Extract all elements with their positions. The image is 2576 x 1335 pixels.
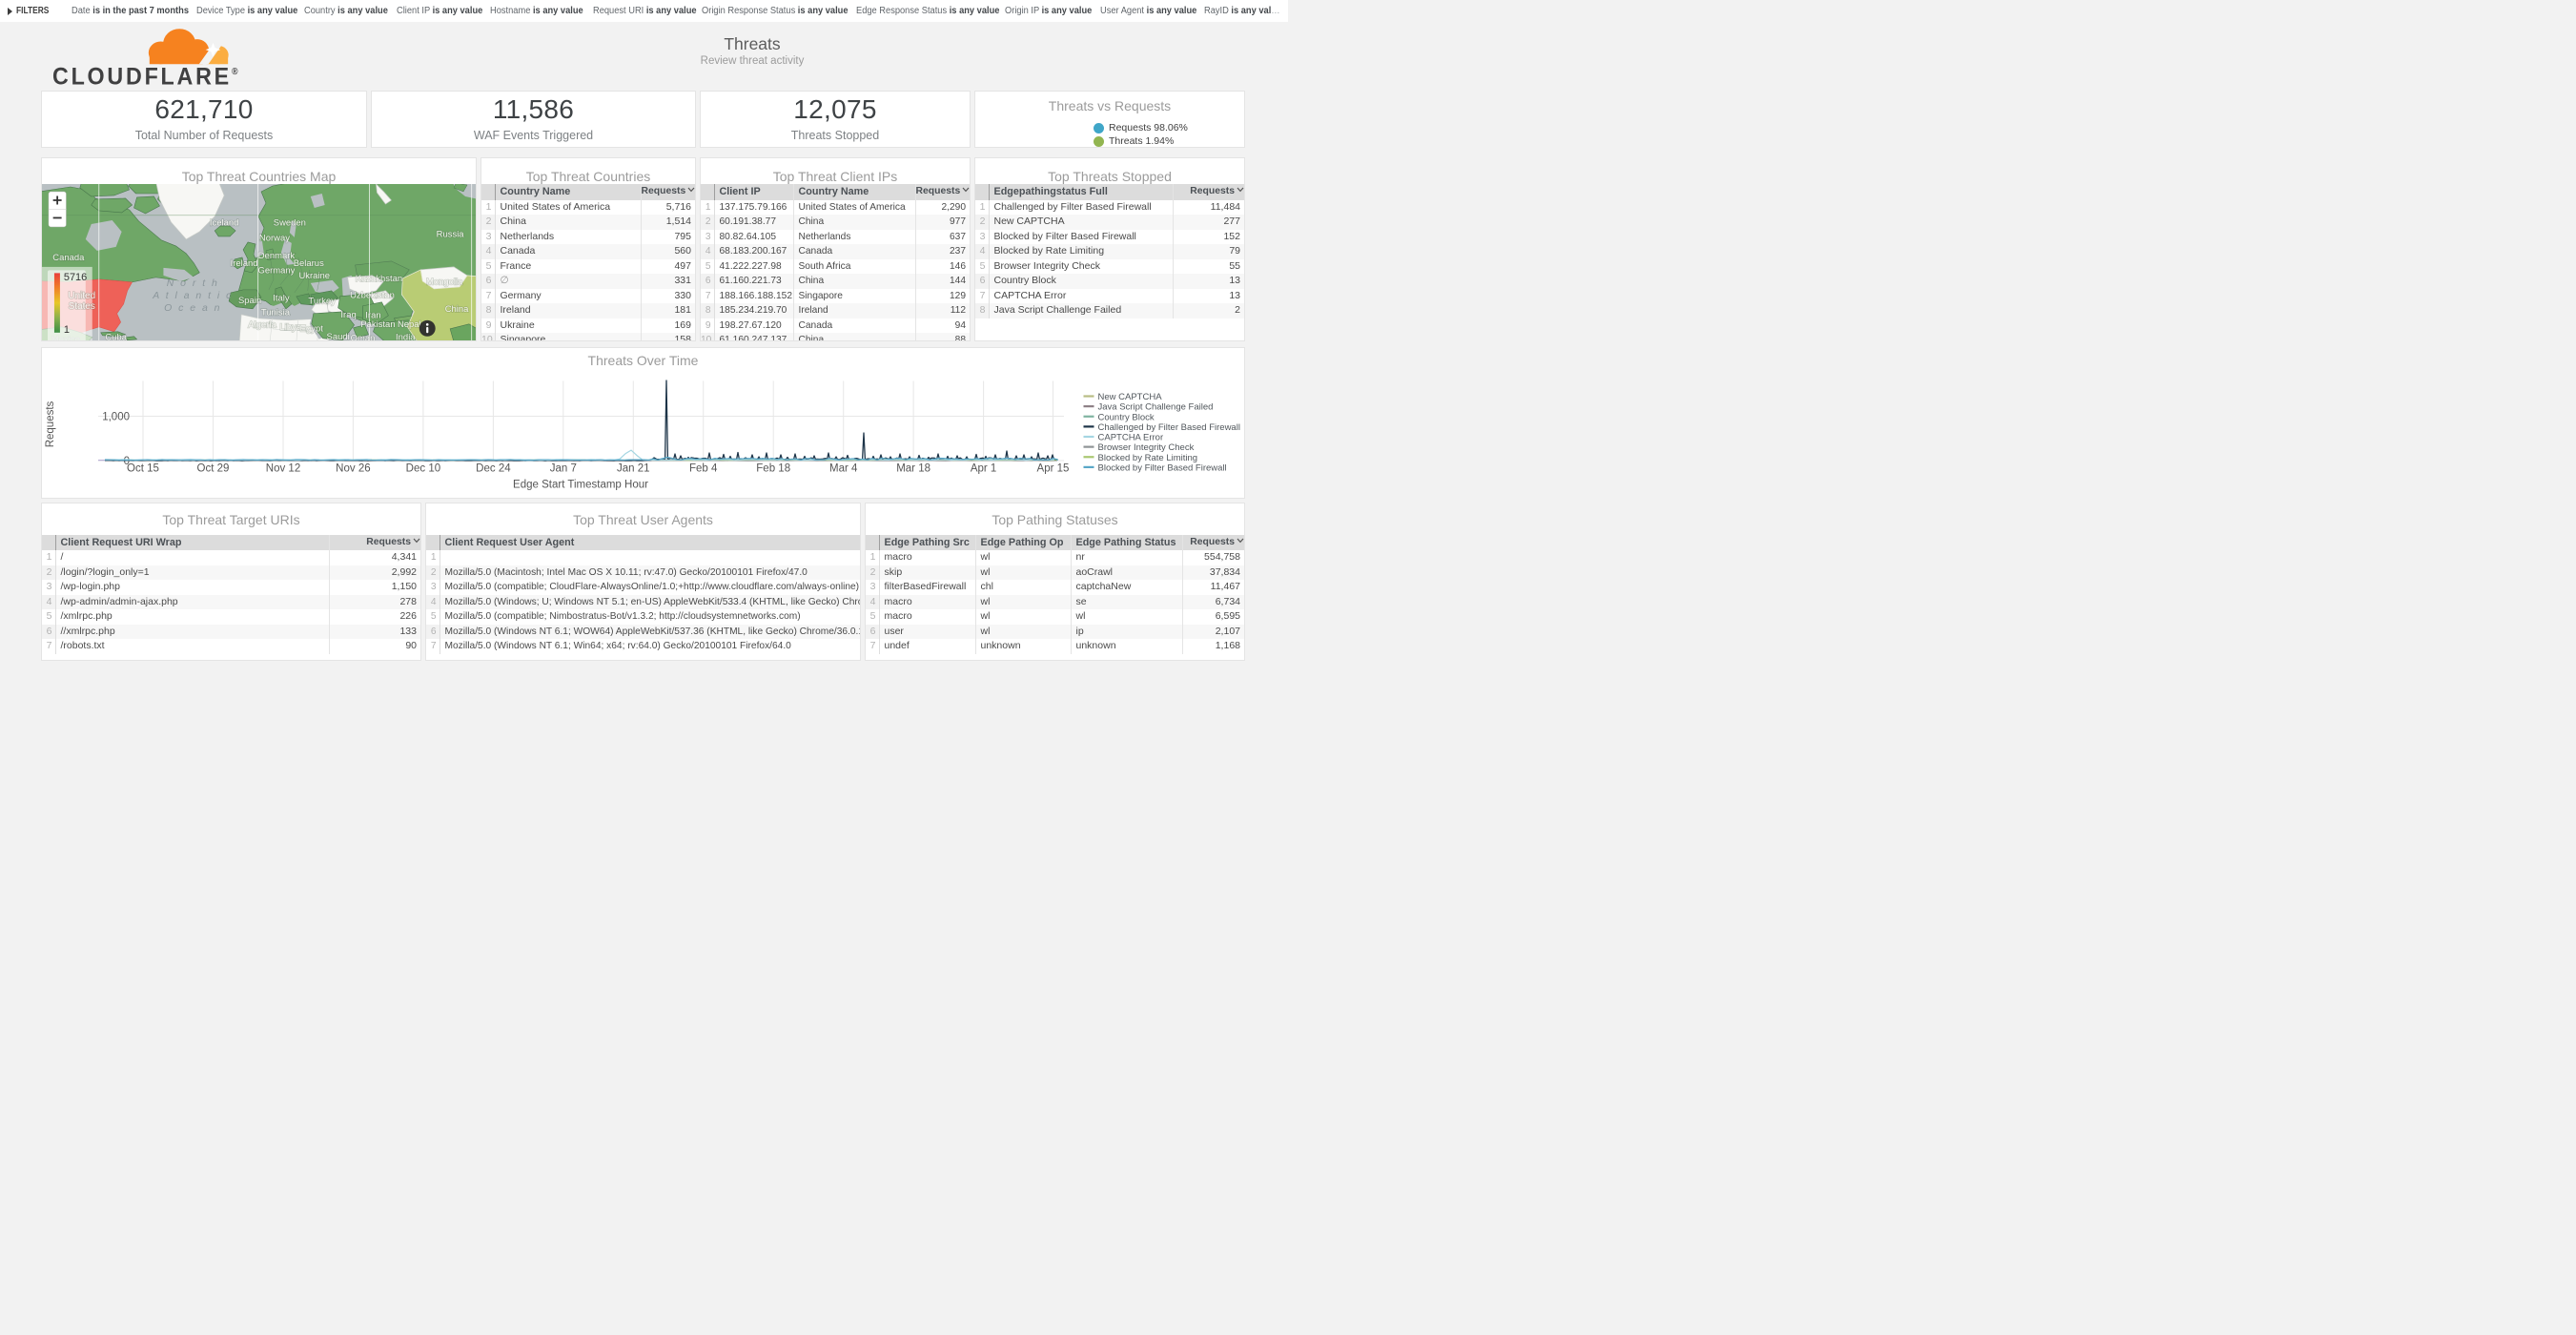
svg-text:United: United (68, 291, 95, 301)
svg-text:Jan 7: Jan 7 (550, 463, 577, 475)
svg-text:Oct 15: Oct 15 (127, 463, 159, 475)
svg-text:1: 1 (64, 324, 70, 336)
svg-text:Algeria: Algeria (248, 319, 276, 330)
svg-text:Denmark: Denmark (258, 251, 296, 261)
svg-text:Nov 26: Nov 26 (336, 463, 370, 475)
svg-text:New CAPTCHA: New CAPTCHA (1098, 392, 1163, 402)
svg-text:Browser Integrity Check: Browser Integrity Check (1098, 442, 1195, 453)
svg-text:Turkey: Turkey (308, 296, 336, 306)
svg-text:Dec 10: Dec 10 (406, 463, 440, 475)
svg-text:A t l a n t i c: A t l a n t i c (152, 291, 233, 301)
svg-text:Ukraine: Ukraine (298, 271, 330, 281)
svg-text:Nepal: Nepal (398, 319, 421, 330)
svg-text:Apr 1: Apr 1 (971, 463, 997, 475)
svg-text:Feb 18: Feb 18 (756, 463, 790, 475)
svg-text:Libya: Libya (280, 322, 302, 333)
svg-text:India: India (396, 332, 416, 340)
svg-text:Germany: Germany (257, 265, 295, 276)
svg-text:Pakistan: Pakistan (360, 319, 395, 330)
svg-text:Uzbekistan: Uzbekistan (350, 290, 395, 300)
svg-text:Dec 24: Dec 24 (476, 463, 511, 475)
svg-text:5716: 5716 (64, 272, 87, 283)
svg-text:Canada: Canada (52, 253, 85, 263)
svg-text:Spain: Spain (238, 296, 261, 306)
svg-text:Sweden: Sweden (274, 217, 306, 228)
svg-text:Mar 18: Mar 18 (896, 463, 930, 475)
svg-text:Iraq: Iraq (340, 310, 356, 320)
svg-text:Tunisia: Tunisia (261, 307, 291, 318)
svg-text:Belarus: Belarus (294, 258, 324, 269)
svg-text:Challenged by Filter Based Fir: Challenged by Filter Based Firewall (1098, 422, 1240, 433)
svg-text:Oct 29: Oct 29 (197, 463, 230, 475)
svg-text:Country Block: Country Block (1098, 412, 1155, 422)
svg-text:Cuba: Cuba (105, 332, 127, 340)
svg-text:Italy: Italy (273, 293, 290, 303)
svg-text:Blocked by Filter Based Firewa: Blocked by Filter Based Firewall (1098, 462, 1227, 473)
svg-text:Edge Start Timestamp Hour: Edge Start Timestamp Hour (513, 480, 648, 491)
svg-text:N o r t h: N o r t h (167, 278, 219, 289)
svg-text:Requests: Requests (45, 400, 56, 447)
svg-text:Oman: Oman (351, 333, 376, 340)
svg-text:0: 0 (124, 456, 130, 467)
svg-text:Java Script Challenge Failed: Java Script Challenge Failed (1098, 402, 1214, 413)
svg-text:1,000: 1,000 (102, 412, 130, 423)
svg-text:Ireland: Ireland (231, 258, 258, 269)
svg-text:CAPTCHA Error: CAPTCHA Error (1098, 433, 1164, 443)
svg-text:Jan 21: Jan 21 (617, 463, 650, 475)
svg-text:Mongolia: Mongolia (426, 277, 463, 287)
svg-text:Kazakhstan: Kazakhstan (356, 274, 402, 284)
svg-text:Iceland: Iceland (210, 217, 238, 228)
svg-text:Apr 15: Apr 15 (1037, 463, 1070, 475)
svg-text:Saudi: Saudi (327, 332, 350, 341)
svg-text:Nov 12: Nov 12 (266, 463, 300, 475)
svg-text:O c e a n: O c e a n (164, 303, 221, 314)
svg-text:Egypt: Egypt (300, 323, 324, 334)
svg-text:Mar 4: Mar 4 (829, 463, 858, 475)
svg-text:Russia: Russia (437, 229, 465, 239)
svg-text:Feb 4: Feb 4 (689, 463, 718, 475)
svg-text:States: States (69, 301, 95, 312)
svg-text:Blocked by Rate Limiting: Blocked by Rate Limiting (1098, 453, 1198, 463)
svg-text:Iran: Iran (365, 310, 380, 320)
svg-text:China: China (445, 304, 469, 315)
svg-text:Arabia: Arabia (325, 340, 352, 341)
svg-text:Norway: Norway (259, 233, 290, 243)
